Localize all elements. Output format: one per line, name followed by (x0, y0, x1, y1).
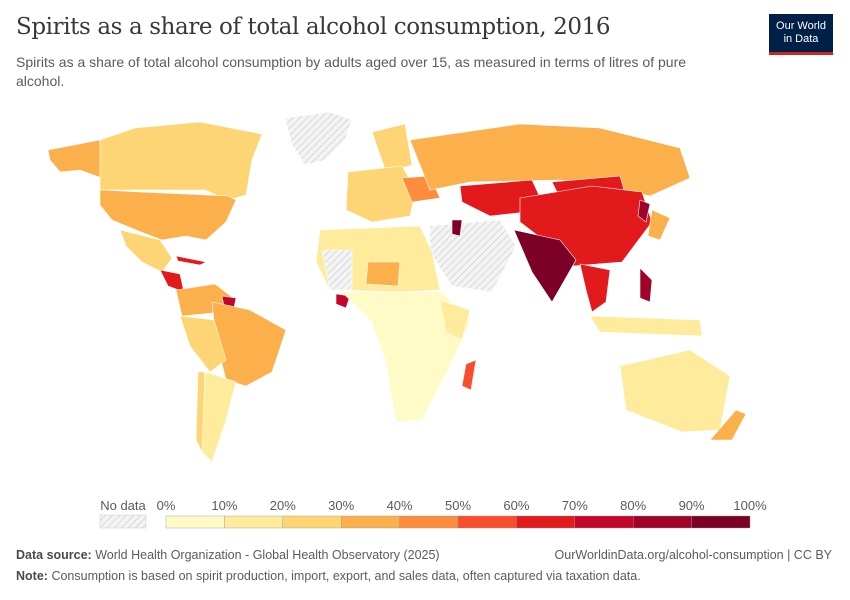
country-chile[interactable] (195, 371, 206, 453)
country-new-zealand[interactable] (709, 409, 747, 441)
legend-bin[interactable] (633, 515, 692, 529)
country-alaska[interactable] (47, 139, 103, 179)
country-cuba[interactable] (175, 255, 207, 266)
country-middle-east[interactable] (429, 219, 517, 293)
country-russia[interactable] (409, 123, 691, 197)
owid-logo[interactable]: Our World in Data (769, 14, 833, 55)
legend-tick-label: 30% (328, 498, 355, 513)
legend-tick-label: 80% (620, 498, 647, 513)
country-madagascar[interactable] (461, 359, 477, 391)
legend-bin[interactable] (457, 515, 517, 529)
country-philippines[interactable] (639, 267, 653, 303)
legend-bin[interactable] (282, 515, 342, 529)
legend-bin[interactable] (399, 515, 459, 529)
country-sahara-nodata[interactable] (321, 249, 353, 291)
legend-bin[interactable] (516, 515, 576, 529)
country-southeast-asia[interactable] (579, 263, 611, 313)
data-source: Data source: World Health Organization -… (16, 548, 440, 562)
country-australia[interactable] (619, 349, 731, 433)
legend-tick-label: 100% (733, 498, 767, 513)
page-subtitle: Spirits as a share of total alcohol cons… (16, 54, 687, 89)
legend-tick-label: 50% (444, 498, 472, 513)
logo-line-1: Our World (776, 20, 826, 32)
country-indonesia[interactable] (589, 315, 703, 337)
note: Note: Consumption is based on spirit pro… (16, 569, 641, 583)
legend-tick-label: 20% (269, 498, 296, 513)
country-brazil[interactable] (211, 301, 287, 387)
country-argentina[interactable] (201, 371, 237, 463)
color-legend (99, 514, 751, 529)
legend-tick-label: 70% (561, 498, 588, 513)
logo-line-2: in Data (783, 33, 819, 45)
country-scandinavia[interactable] (371, 123, 413, 173)
country-syria[interactable] (451, 219, 463, 237)
country-central-america[interactable] (159, 269, 185, 293)
legend-tick-label: 90% (678, 498, 705, 513)
legend-bin[interactable] (341, 515, 400, 529)
country-greenland[interactable] (284, 111, 353, 166)
legend-tick-label: 0% (156, 498, 176, 513)
note-label: Note: (16, 569, 48, 583)
page-title: Spirits as a share of total alcohol cons… (16, 14, 611, 40)
source-url-link[interactable]: OurWorldinData.org/alcohol-consumption |… (554, 548, 832, 562)
country-canada[interactable] (99, 121, 263, 201)
country-peru-bolivia[interactable] (179, 315, 227, 373)
no-data-label: No data (100, 498, 146, 513)
country-japan[interactable] (647, 209, 671, 241)
country-europe[interactable] (345, 165, 417, 223)
source-label: Data source: (16, 548, 92, 562)
legend-bin[interactable] (165, 515, 225, 529)
country-east-africa[interactable] (439, 299, 471, 341)
legend-bin[interactable] (224, 515, 283, 529)
country-niger-mali[interactable] (365, 261, 401, 287)
country-usa[interactable] (99, 189, 237, 241)
note-text: Consumption is based on spirit productio… (51, 569, 641, 583)
legend-bin[interactable] (574, 515, 634, 529)
country-sub-saharan-africa[interactable] (341, 291, 471, 423)
legend-tick-label: 10% (211, 498, 238, 513)
legend-tick-label: 60% (503, 498, 530, 513)
country-korea[interactable] (637, 199, 651, 223)
legend-bin[interactable] (691, 515, 751, 529)
country-india[interactable] (513, 229, 577, 303)
legend-tick-label: 40% (386, 498, 413, 513)
no-data-swatch (99, 514, 147, 529)
source-text[interactable]: World Health Organization - Global Healt… (95, 548, 440, 562)
world-map[interactable] (0, 100, 850, 490)
